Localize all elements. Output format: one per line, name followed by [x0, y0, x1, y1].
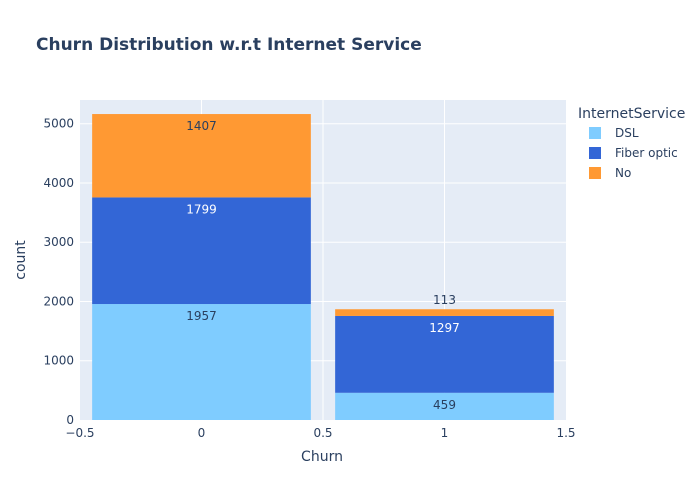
- legend[interactable]: InternetService DSL Fiber optic No: [578, 106, 685, 180]
- y-axis-title: count: [13, 240, 29, 280]
- bar-label-no-1: 113: [433, 293, 456, 307]
- y-tick-label: 0: [66, 413, 74, 427]
- bars[interactable]: [92, 114, 554, 420]
- y-axis-ticks: 0 1000 2000 3000 4000 5000: [43, 117, 74, 427]
- x-axis-title: Churn: [301, 449, 343, 465]
- bar-label-fiber-optic-1: 1297: [429, 321, 460, 335]
- y-tick-label: 4000: [43, 176, 74, 190]
- bar-no-0[interactable]: [92, 114, 311, 198]
- bar-label-dsl-0: 1957: [186, 309, 217, 323]
- y-tick-label: 2000: [43, 294, 74, 308]
- bar-fiber-optic-1[interactable]: [335, 315, 554, 393]
- legend-label-dsl[interactable]: DSL: [615, 126, 639, 140]
- bar-no-1[interactable]: [335, 309, 554, 316]
- legend-label-no[interactable]: No: [615, 166, 631, 180]
- bar-label-no-0: 1407: [186, 119, 217, 133]
- bar-label-fiber-optic-0: 1799: [186, 202, 217, 216]
- x-tick-label: 1.5: [556, 426, 575, 440]
- bar-fiber-optic-0[interactable]: [92, 197, 311, 305]
- y-tick-label: 3000: [43, 235, 74, 249]
- legend-swatch-fiber-optic[interactable]: [589, 147, 601, 159]
- legend-swatch-dsl[interactable]: [589, 127, 601, 139]
- bar-dsl-1[interactable]: [335, 392, 554, 420]
- bar-label-dsl-1: 459: [433, 398, 456, 412]
- legend-title: InternetService: [578, 106, 685, 122]
- legend-swatch-no[interactable]: [589, 167, 601, 179]
- x-axis-ticks: −0.5 0 0.5 1 1.5: [65, 426, 575, 440]
- x-tick-label: −0.5: [65, 426, 94, 440]
- y-tick-label: 5000: [43, 117, 74, 131]
- y-tick-label: 1000: [43, 354, 74, 368]
- x-tick-label: 0: [198, 426, 206, 440]
- bar-dsl-0[interactable]: [92, 304, 311, 420]
- legend-label-fiber-optic[interactable]: Fiber optic: [615, 146, 678, 160]
- bar-labels: 1957 1799 1407 459 1297 113: [186, 119, 460, 412]
- chart-title: Churn Distribution w.r.t Internet Servic…: [36, 35, 422, 55]
- x-tick-label: 1: [441, 426, 449, 440]
- x-tick-label: 0.5: [313, 426, 332, 440]
